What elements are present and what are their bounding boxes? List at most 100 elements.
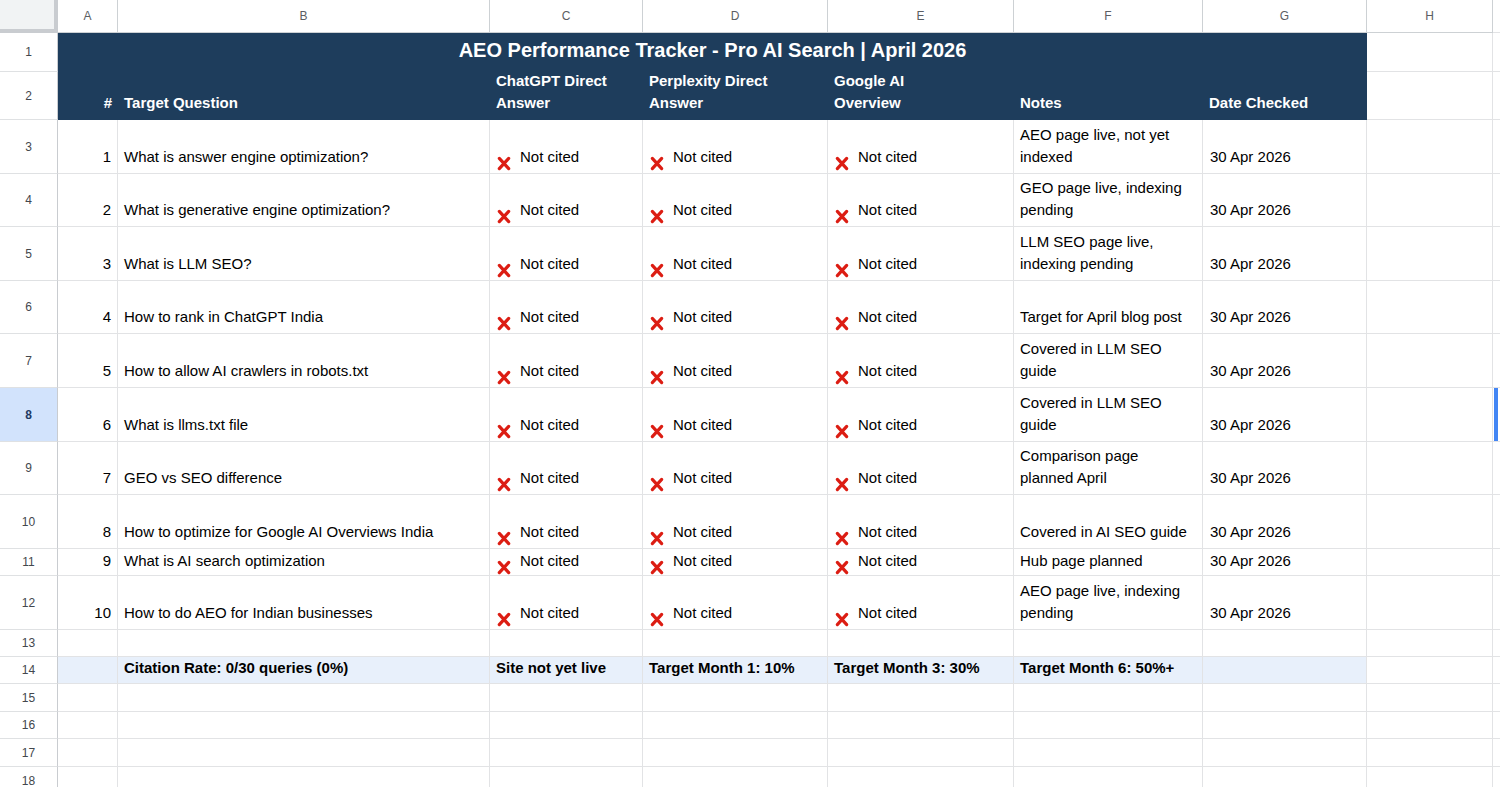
row-header-8-selected[interactable]: 8 xyxy=(0,388,58,442)
chatgpt-status-cell[interactable]: Not cited xyxy=(490,334,643,388)
notes-cell[interactable]: Comparison page planned April xyxy=(1014,442,1203,495)
header-perplexity[interactable]: Perplexity Direct Answer xyxy=(643,72,828,120)
google-status-cell[interactable]: Not cited xyxy=(828,495,1014,549)
row-header-6[interactable]: 6 xyxy=(0,281,58,334)
google-status-cell[interactable]: Not cited xyxy=(828,174,1014,227)
perplexity-status-cell[interactable]: Not cited xyxy=(643,227,828,281)
google-status-cell[interactable]: Not cited xyxy=(828,334,1014,388)
notes-cell[interactable]: Covered in AI SEO guide xyxy=(1014,495,1203,549)
citation-rate-cell[interactable]: Citation Rate: 0/30 queries (0%) xyxy=(118,657,490,684)
chatgpt-status-cell[interactable]: Not cited xyxy=(490,120,643,174)
perplexity-status-cell[interactable]: Not cited xyxy=(643,120,828,174)
notes-cell[interactable]: GEO page live, indexing pending xyxy=(1014,174,1203,227)
site-status-cell[interactable]: Site not yet live xyxy=(490,657,643,684)
chatgpt-status-cell[interactable]: Not cited xyxy=(490,495,643,549)
google-status-cell[interactable]: Not cited xyxy=(828,281,1014,334)
select-all-corner[interactable] xyxy=(0,0,58,33)
date-cell[interactable]: 30 Apr 2026 xyxy=(1203,120,1367,174)
question-number-cell[interactable]: 10 xyxy=(58,576,118,630)
header-notes[interactable]: Notes xyxy=(1014,72,1203,120)
question-number-cell[interactable]: 9 xyxy=(58,549,118,576)
chatgpt-status-cell[interactable]: Not cited xyxy=(490,576,643,630)
target-month-6-cell[interactable]: Target Month 6: 50%+ xyxy=(1014,657,1203,684)
perplexity-status-cell[interactable]: Not cited xyxy=(643,442,828,495)
question-number-cell[interactable]: 6 xyxy=(58,388,118,442)
perplexity-status-cell[interactable]: Not cited xyxy=(643,549,828,576)
question-cell[interactable]: How to allow AI crawlers in robots.txt xyxy=(118,334,490,388)
google-status-cell[interactable]: Not cited xyxy=(828,549,1014,576)
notes-cell[interactable]: Hub page planned xyxy=(1014,549,1203,576)
header-date-checked[interactable]: Date Checked xyxy=(1203,72,1367,120)
row-header-12[interactable]: 12 xyxy=(0,576,58,630)
google-status-cell[interactable]: Not cited xyxy=(828,388,1014,442)
row-header-18[interactable]: 18 xyxy=(0,767,58,787)
question-number-cell[interactable]: 5 xyxy=(58,334,118,388)
row-header-15[interactable]: 15 xyxy=(0,684,58,712)
notes-cell[interactable]: AEO page live, not yet indexed xyxy=(1014,120,1203,174)
chatgpt-status-cell[interactable]: Not cited xyxy=(490,549,643,576)
column-header-d[interactable]: D xyxy=(643,0,828,33)
question-number-cell[interactable]: 7 xyxy=(58,442,118,495)
question-number-cell[interactable]: 2 xyxy=(58,174,118,227)
question-cell[interactable]: What is generative engine optimization? xyxy=(118,174,490,227)
date-cell[interactable]: 30 Apr 2026 xyxy=(1203,442,1367,495)
chatgpt-status-cell[interactable]: Not cited xyxy=(490,281,643,334)
column-header-partial[interactable] xyxy=(1493,0,1500,33)
column-header-b[interactable]: B xyxy=(118,0,490,33)
question-cell[interactable]: What is AI search optimization xyxy=(118,549,490,576)
question-cell[interactable]: What is LLM SEO? xyxy=(118,227,490,281)
chatgpt-status-cell[interactable]: Not cited xyxy=(490,388,643,442)
row-header-5[interactable]: 5 xyxy=(0,227,58,281)
row-header-1[interactable]: 1 xyxy=(0,33,58,72)
perplexity-status-cell[interactable]: Not cited xyxy=(643,495,828,549)
header-google-ai[interactable]: Google AI Overview xyxy=(828,72,1014,120)
column-header-a[interactable]: A xyxy=(58,0,118,33)
sheet-title-cell[interactable]: AEO Performance Tracker - Pro AI Search … xyxy=(58,33,1367,72)
row-header-10[interactable]: 10 xyxy=(0,495,58,549)
row-header-9[interactable]: 9 xyxy=(0,442,58,495)
date-cell[interactable]: 30 Apr 2026 xyxy=(1203,174,1367,227)
target-month-3-cell[interactable]: Target Month 3: 30% xyxy=(828,657,1014,684)
perplexity-status-cell[interactable]: Not cited xyxy=(643,334,828,388)
chatgpt-status-cell[interactable]: Not cited xyxy=(490,227,643,281)
header-num[interactable]: # xyxy=(58,72,118,120)
question-number-cell[interactable]: 4 xyxy=(58,281,118,334)
question-number-cell[interactable]: 8 xyxy=(58,495,118,549)
perplexity-status-cell[interactable]: Not cited xyxy=(643,388,828,442)
date-cell[interactable]: 30 Apr 2026 xyxy=(1203,227,1367,281)
date-cell[interactable]: 30 Apr 2026 xyxy=(1203,334,1367,388)
chatgpt-status-cell[interactable]: Not cited xyxy=(490,442,643,495)
header-target-question[interactable]: Target Question xyxy=(118,72,490,120)
perplexity-status-cell[interactable]: Not cited xyxy=(643,281,828,334)
question-cell[interactable]: How to optimize for Google AI Overviews … xyxy=(118,495,490,549)
row-header-7[interactable]: 7 xyxy=(0,334,58,388)
google-status-cell[interactable]: Not cited xyxy=(828,442,1014,495)
row-header-14[interactable]: 14 xyxy=(0,657,58,684)
column-header-f[interactable]: F xyxy=(1014,0,1203,33)
column-header-h[interactable]: H xyxy=(1367,0,1493,33)
row-header-16[interactable]: 16 xyxy=(0,712,58,739)
question-cell[interactable]: How to do AEO for Indian businesses xyxy=(118,576,490,630)
column-header-c[interactable]: C xyxy=(490,0,643,33)
date-cell[interactable]: 30 Apr 2026 xyxy=(1203,495,1367,549)
question-cell[interactable]: GEO vs SEO difference xyxy=(118,442,490,495)
notes-cell[interactable]: Covered in LLM SEO guide xyxy=(1014,334,1203,388)
chatgpt-status-cell[interactable]: Not cited xyxy=(490,174,643,227)
date-cell[interactable]: 30 Apr 2026 xyxy=(1203,576,1367,630)
question-cell[interactable]: What is llms.txt file xyxy=(118,388,490,442)
date-cell[interactable]: 30 Apr 2026 xyxy=(1203,549,1367,576)
perplexity-status-cell[interactable]: Not cited xyxy=(643,576,828,630)
notes-cell[interactable]: AEO page live, indexing pending xyxy=(1014,576,1203,630)
notes-cell[interactable]: Target for April blog post xyxy=(1014,281,1203,334)
cell-h1[interactable] xyxy=(1367,33,1493,72)
notes-cell[interactable]: LLM SEO page live, indexing pending xyxy=(1014,227,1203,281)
google-status-cell[interactable]: Not cited xyxy=(828,227,1014,281)
date-cell[interactable]: 30 Apr 2026 xyxy=(1203,281,1367,334)
question-cell[interactable]: How to rank in ChatGPT India xyxy=(118,281,490,334)
cell-h2[interactable] xyxy=(1367,72,1493,120)
row-header-4[interactable]: 4 xyxy=(0,174,58,227)
row-header-3[interactable]: 3 xyxy=(0,120,58,174)
column-header-g[interactable]: G xyxy=(1203,0,1367,33)
column-header-e[interactable]: E xyxy=(828,0,1014,33)
question-number-cell[interactable]: 1 xyxy=(58,120,118,174)
